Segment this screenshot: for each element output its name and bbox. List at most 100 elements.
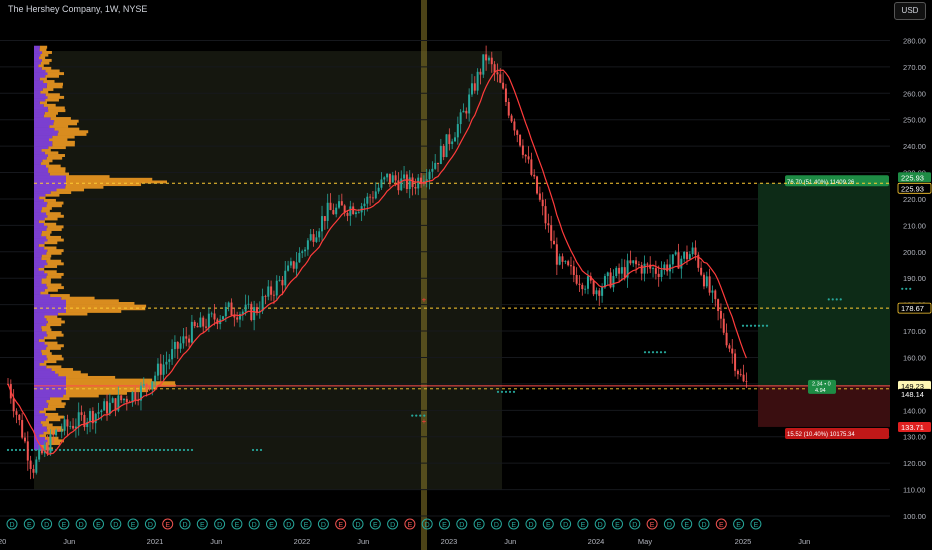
volume-profile-bar-b <box>47 357 64 361</box>
candle-body <box>547 223 550 226</box>
event-badge <box>231 518 243 530</box>
candle-body <box>69 425 72 427</box>
volume-profile-bar-b <box>52 135 75 139</box>
candle-body <box>388 173 391 183</box>
event-badge-label: E <box>27 522 32 529</box>
candle-body <box>615 267 618 277</box>
candle-body <box>700 267 703 275</box>
candle-body <box>32 469 35 473</box>
volume-profile-bar-a <box>34 167 49 171</box>
event-badge <box>283 518 295 530</box>
candle-body <box>318 231 321 238</box>
event-badge <box>75 518 87 530</box>
trailing-stop-dot <box>98 448 102 452</box>
candle-body <box>205 326 208 328</box>
candle-body <box>405 174 408 190</box>
event-badge <box>594 518 606 530</box>
volume-profile-bar-b <box>66 307 146 311</box>
event-badge-label: D <box>390 522 395 529</box>
volume-profile-bar-b <box>43 80 55 84</box>
volume-profile-bar-a <box>34 410 40 414</box>
ratio-label: 2.34 • 0 <box>812 381 831 387</box>
volume-profile-bar-a <box>34 267 39 271</box>
candle-body <box>224 306 227 317</box>
candle-body <box>533 174 536 177</box>
trailing-stop-dot <box>166 448 170 452</box>
volume-profile-bar-b <box>44 111 58 115</box>
event-badge-label: D <box>252 522 257 529</box>
volume-profile-bar-b <box>44 336 57 340</box>
volume-profile-bar-a <box>34 257 42 261</box>
candle-body <box>635 260 638 265</box>
trailing-stop-dot <box>659 351 663 354</box>
event-badge-label: E <box>304 522 309 529</box>
candle-body <box>190 321 193 343</box>
candle-body <box>139 385 142 401</box>
volume-profile-bar-a <box>34 109 49 113</box>
candle-body <box>357 212 360 214</box>
candle-body <box>496 72 499 75</box>
candle-body <box>394 175 397 181</box>
y-tick-label: 130.00 <box>903 433 926 442</box>
volume-profile-bar-b <box>46 259 62 263</box>
trailing-stop-dot <box>162 448 166 452</box>
candle-body <box>321 216 324 232</box>
candle-body <box>476 71 479 91</box>
candle-body <box>326 202 329 221</box>
candle-body <box>524 154 527 157</box>
candle-body <box>83 414 86 427</box>
event-badge <box>110 518 122 530</box>
candle-body <box>91 411 94 424</box>
trailing-stop-dot <box>757 324 761 327</box>
currency-button[interactable]: USD <box>894 2 926 20</box>
event-badge <box>144 518 156 530</box>
candle-body <box>643 263 646 274</box>
trailing-stop-dot <box>765 324 769 327</box>
candle-body <box>652 268 655 269</box>
candle-body <box>374 191 377 199</box>
volume-profile-bar-a <box>34 161 41 165</box>
volume-profile-bar-b <box>38 243 45 247</box>
volume-profile-bar-a <box>34 325 42 329</box>
candle-body <box>437 162 440 165</box>
candle-body <box>40 449 43 454</box>
volume-profile-bar-a <box>34 80 44 84</box>
price-label-box <box>898 380 931 391</box>
event-badge-label: E <box>165 522 170 529</box>
candle-body <box>510 115 513 122</box>
trailing-stop-dot <box>651 351 655 354</box>
volume-profile-bar-b <box>47 262 64 266</box>
volume-profile-bar-b <box>47 106 65 110</box>
y-tick-label: 140.00 <box>903 406 926 415</box>
volume-profile-bar-b <box>41 66 52 70</box>
y-tick-label: 120.00 <box>903 459 926 468</box>
candle-body <box>111 398 114 403</box>
event-badge-label: E <box>373 522 378 529</box>
event-badge <box>646 518 658 530</box>
ratio-label-box <box>808 379 836 394</box>
volume-profile-bar-b <box>47 154 65 157</box>
trailing-stop-dot <box>508 390 512 393</box>
volume-profile-bar-b <box>44 436 59 440</box>
volume-profile-bar-a <box>34 323 47 327</box>
candle-body <box>267 286 270 297</box>
volume-profile-bar-a <box>34 235 47 239</box>
volume-profile-bar-a <box>34 320 48 324</box>
event-badge <box>473 518 485 530</box>
y-tick-label: 100.00 <box>903 512 926 521</box>
candle-body <box>94 413 97 424</box>
volume-profile-bar-a <box>34 389 66 393</box>
volume-profile-bar-b <box>46 331 62 335</box>
volume-profile-bar-a <box>34 246 45 250</box>
volume-profile-bar-a <box>34 338 39 342</box>
candle-body <box>442 145 445 158</box>
volume-profile-bar-a <box>34 172 50 176</box>
volume-profile-bar-a <box>34 386 66 390</box>
candle-body <box>89 411 92 423</box>
event-badge-label: E <box>235 522 240 529</box>
candle-body <box>60 430 63 432</box>
volume-profile-bar-a <box>34 132 58 136</box>
candle-body <box>278 279 281 281</box>
event-badge-label: E <box>754 522 759 529</box>
